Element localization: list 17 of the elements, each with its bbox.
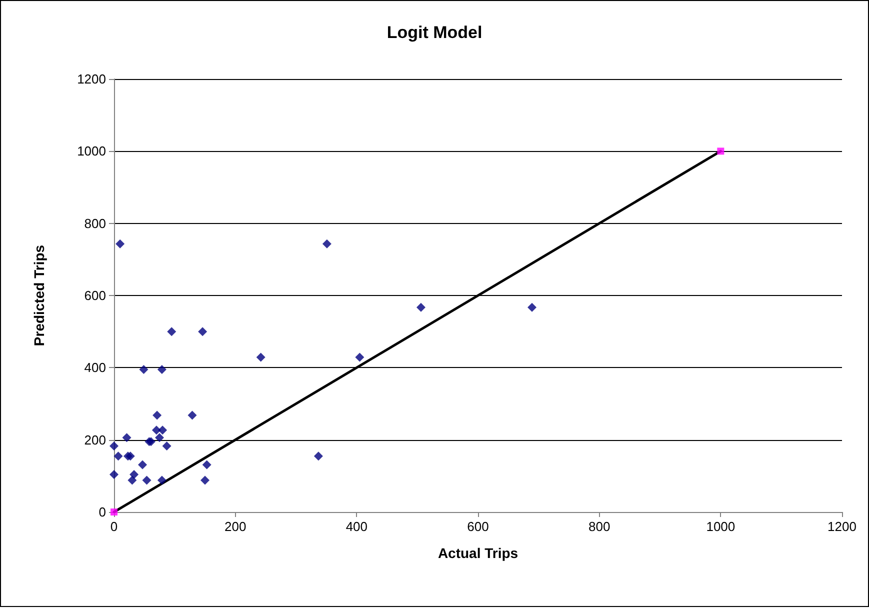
y-tick-label: 1000 (77, 144, 106, 159)
x-tick-label: 400 (346, 519, 368, 534)
x-tick-label: 0 (110, 519, 118, 534)
y-tick-label: 600 (84, 288, 106, 303)
y-axis-title: Predicted Trips (31, 244, 47, 346)
y-tick-label: 200 (84, 432, 106, 448)
chart-title: Logit Model (386, 23, 482, 42)
y-tick-label: 0 (98, 504, 106, 520)
y-tick-label: 800 (84, 216, 106, 231)
x-tick-label: 800 (588, 519, 610, 534)
x-tick-label: 200 (224, 519, 246, 534)
y-tick-label: 1200 (77, 72, 106, 86)
x-tick-label: 600 (467, 519, 489, 534)
x-tick-label: 1200 (828, 519, 856, 534)
x-axis-title: Actual Trips (438, 545, 518, 561)
y-tick-label: 400 (84, 360, 106, 376)
x-tick-label: 1000 (706, 519, 736, 534)
